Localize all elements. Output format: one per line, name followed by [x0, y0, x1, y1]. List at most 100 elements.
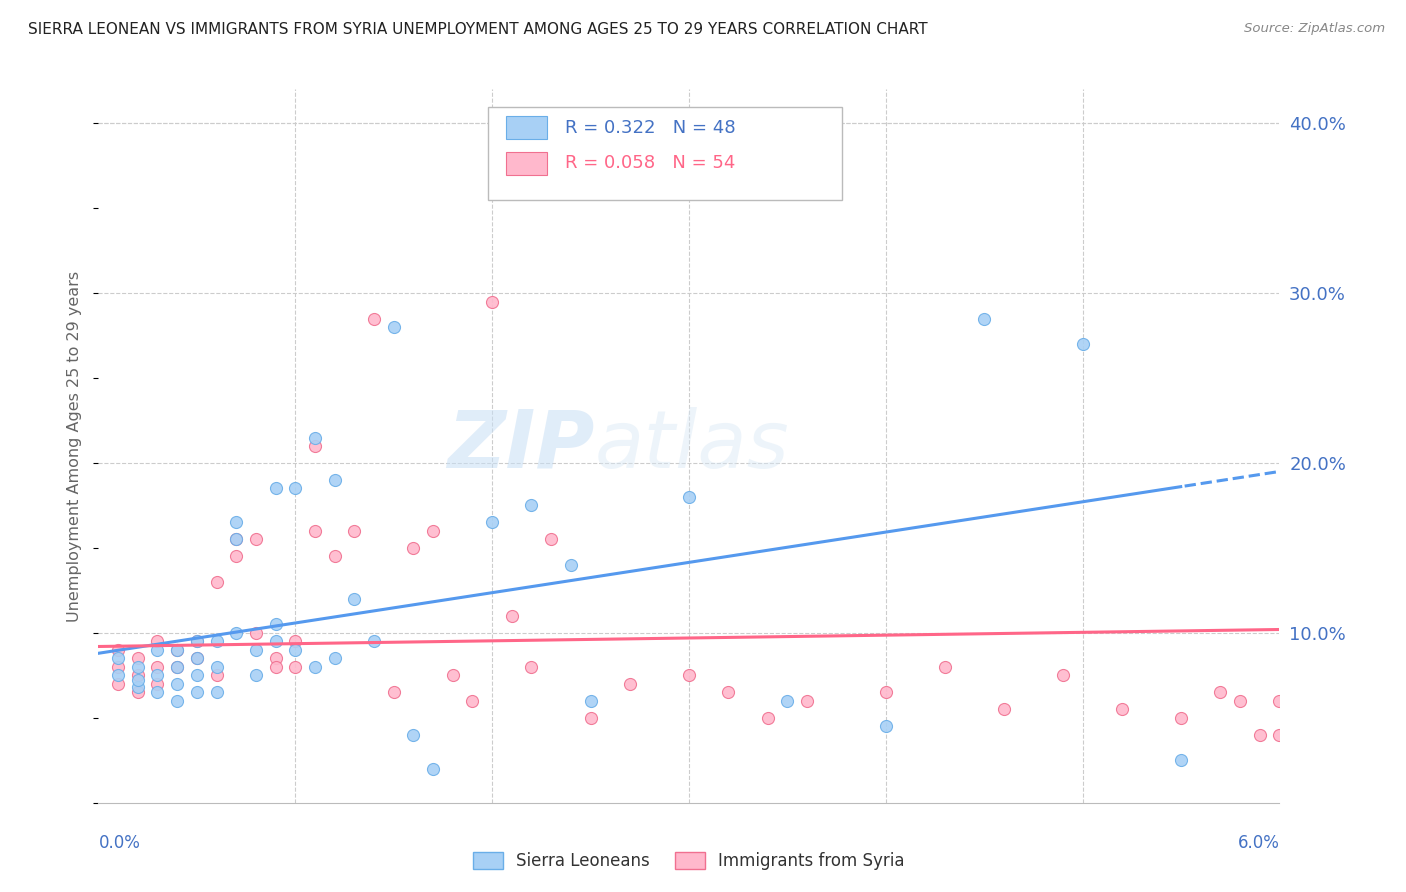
- Point: [304, 430, 326, 444]
- Point: [146, 677, 169, 691]
- Point: [579, 711, 602, 725]
- Point: [1249, 728, 1271, 742]
- Point: [127, 668, 149, 682]
- Point: [323, 651, 346, 665]
- FancyBboxPatch shape: [506, 152, 547, 175]
- Text: atlas: atlas: [595, 407, 789, 485]
- Point: [402, 728, 425, 742]
- Point: [382, 320, 405, 334]
- Point: [146, 660, 169, 674]
- Point: [304, 439, 326, 453]
- Point: [127, 685, 149, 699]
- Point: [284, 482, 307, 496]
- Point: [225, 549, 247, 564]
- Point: [363, 634, 385, 648]
- Point: [402, 541, 425, 555]
- Point: [678, 490, 700, 504]
- Point: [186, 685, 208, 699]
- Point: [205, 685, 228, 699]
- FancyBboxPatch shape: [488, 107, 842, 200]
- Point: [146, 634, 169, 648]
- Point: [304, 660, 326, 674]
- Point: [796, 694, 818, 708]
- FancyBboxPatch shape: [506, 116, 547, 139]
- Point: [225, 533, 247, 547]
- Point: [481, 294, 503, 309]
- Legend: Sierra Leoneans, Immigrants from Syria: Sierra Leoneans, Immigrants from Syria: [467, 845, 911, 877]
- Point: [186, 651, 208, 665]
- Point: [520, 499, 543, 513]
- Point: [717, 685, 740, 699]
- Point: [323, 549, 346, 564]
- Point: [127, 660, 149, 674]
- Point: [560, 558, 582, 572]
- Point: [875, 719, 897, 733]
- Point: [540, 533, 562, 547]
- Point: [973, 311, 995, 326]
- Point: [127, 673, 149, 688]
- Text: R = 0.322   N = 48: R = 0.322 N = 48: [565, 119, 735, 136]
- Point: [205, 668, 228, 682]
- Point: [264, 660, 287, 674]
- Point: [481, 516, 503, 530]
- Point: [284, 634, 307, 648]
- Point: [186, 634, 208, 648]
- Point: [619, 677, 641, 691]
- Point: [382, 685, 405, 699]
- Text: SIERRA LEONEAN VS IMMIGRANTS FROM SYRIA UNEMPLOYMENT AMONG AGES 25 TO 29 YEARS C: SIERRA LEONEAN VS IMMIGRANTS FROM SYRIA …: [28, 22, 928, 37]
- Point: [264, 617, 287, 632]
- Point: [107, 668, 129, 682]
- Point: [107, 643, 129, 657]
- Point: [107, 651, 129, 665]
- Point: [1071, 337, 1094, 351]
- Point: [245, 668, 267, 682]
- Point: [186, 668, 208, 682]
- Point: [245, 626, 267, 640]
- Point: [264, 651, 287, 665]
- Point: [343, 524, 366, 538]
- Point: [363, 311, 385, 326]
- Point: [245, 533, 267, 547]
- Point: [127, 651, 149, 665]
- Point: [264, 634, 287, 648]
- Point: [245, 643, 267, 657]
- Point: [756, 711, 779, 725]
- Point: [205, 660, 228, 674]
- Point: [166, 643, 188, 657]
- Point: [127, 680, 149, 694]
- Point: [1268, 728, 1291, 742]
- Point: [1229, 694, 1251, 708]
- Point: [166, 694, 188, 708]
- Point: [776, 694, 799, 708]
- Point: [205, 574, 228, 589]
- Y-axis label: Unemployment Among Ages 25 to 29 years: Unemployment Among Ages 25 to 29 years: [67, 270, 83, 622]
- Point: [1111, 702, 1133, 716]
- Point: [225, 516, 247, 530]
- Point: [520, 660, 543, 674]
- Text: ZIP: ZIP: [447, 407, 595, 485]
- Point: [166, 660, 188, 674]
- Point: [875, 685, 897, 699]
- Point: [166, 643, 188, 657]
- Point: [501, 608, 523, 623]
- Point: [146, 685, 169, 699]
- Point: [1268, 694, 1291, 708]
- Text: 6.0%: 6.0%: [1237, 834, 1279, 852]
- Text: Source: ZipAtlas.com: Source: ZipAtlas.com: [1244, 22, 1385, 36]
- Point: [1209, 685, 1232, 699]
- Point: [461, 694, 484, 708]
- Point: [1170, 711, 1192, 725]
- Point: [146, 668, 169, 682]
- Point: [166, 660, 188, 674]
- Point: [678, 668, 700, 682]
- Point: [186, 634, 208, 648]
- Point: [993, 702, 1015, 716]
- Point: [205, 634, 228, 648]
- Point: [225, 626, 247, 640]
- Point: [146, 643, 169, 657]
- Point: [441, 668, 464, 682]
- Point: [1052, 668, 1074, 682]
- Point: [186, 651, 208, 665]
- Text: 0.0%: 0.0%: [98, 834, 141, 852]
- Point: [1170, 753, 1192, 767]
